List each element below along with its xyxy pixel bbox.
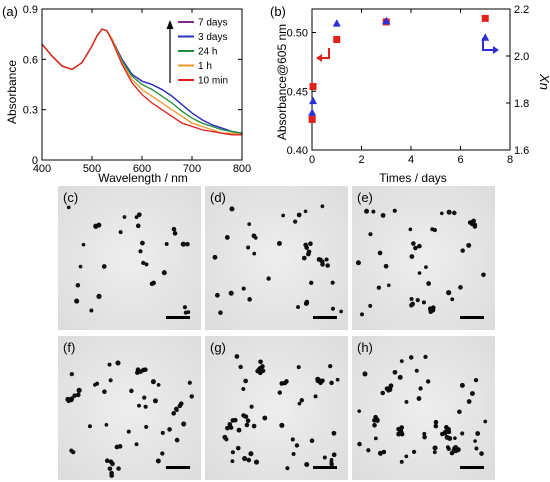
panel-b-x-tick-label: 8 [507,154,513,166]
panel-a-x-tick-label: 600 [133,163,151,175]
panel-b-chart: (b) 0 2 4 6 8 0.40 0.45 0.50 1.6 1.8 2.0 2.2 Times … [270,4,550,185]
panel-a-y-tick-label: 0.6 [23,54,38,66]
nanoparticle-dots [66,205,191,315]
nanoparticle-dots [357,354,488,464]
micrograph-label: (c) [63,190,78,205]
panel-a-series-line-4 [41,28,242,136]
micrograph-background [352,336,495,480]
panel-a-chart: (a) 400 500 600 700 800 0 0.3 0.6 0.9 7 days 3 da… [2,4,251,185]
panel-b-triangle-marker [308,108,317,116]
panel-b-left-axis-arrow [320,48,330,59]
micrograph-panel: (e) [352,186,495,330]
scale-bar [460,466,484,469]
panel-b-x-tick-label: 0 [309,154,315,166]
panel-a-x-axis-label: Wavelength / nm [98,171,188,185]
micrograph-panel: (f) [58,336,201,480]
panel-a-legend-arrowhead [166,20,174,29]
micrograph-panel: (c) [58,186,201,330]
scale-bar [166,466,190,469]
micrograph-label: (f) [63,340,75,355]
micrograph-grid: (c) (d) (e) (f) (g) (h) [58,186,495,480]
panel-a-x-tick-label: 700 [183,163,201,175]
micrograph-background [205,336,348,480]
panel-a-x-tick-label: 400 [33,163,51,175]
panel-b-y2-axis-label: X̄n [537,73,550,90]
micrograph-background [58,186,201,330]
micrograph-panel: (d) [205,186,348,330]
panel-a-x-tick-label: 800 [233,163,251,175]
panel-b-y-axis-label: Absorbance@605 nm [275,24,289,140]
panel-a-legend-label: 1 h [198,61,212,72]
nanoparticle-dots [65,360,194,478]
panel-b-label: (b) [270,4,286,19]
micrograph-background [352,186,495,330]
panel-b-y-tick-label: 0.50 [287,28,308,40]
panel-b-x-tick-label: 6 [457,154,463,166]
panel-a-legend: 7 days 3 days 24 h 1 h 10 min [166,18,228,87]
micrograph-label: (h) [357,340,373,355]
scale-bar [166,316,190,319]
scale-bar [313,466,337,469]
panel-a-y-tick-label: 0 [32,155,38,167]
panel-b-y2-tick-label: 2.0 [514,51,529,63]
panel-b-right-axis-arrowhead [493,46,499,54]
panel-b-x-tick-label: 4 [408,154,414,166]
panel-b-square-marker [308,115,316,123]
micrograph-panel: (h) [352,336,495,480]
panel-b-frame [311,8,511,151]
panel-b-left-axis-arrowhead [316,54,322,62]
nanoparticle-dots [355,208,486,317]
panel-b-y2-tick-label: 2.2 [514,4,529,16]
panel-b-triangle-marker [309,96,318,105]
panel-a-legend-label: 24 h [198,47,217,58]
nanoparticle-dots [212,204,343,316]
panel-b-triangle-marker [382,16,391,25]
panel-b-triangle-marker [332,19,341,27]
micrograph-label: (g) [210,340,226,355]
scale-bar [460,316,484,319]
micrograph-background [205,186,348,330]
panel-b-right-axis-arrow [482,38,494,51]
scale-bar [313,316,337,319]
panel-a-y-tick-label: 0.9 [23,4,38,16]
micrograph-label: (d) [210,190,226,205]
panel-b-x-tick-label: 2 [358,154,364,166]
panel-b-y-tick-label: 0.45 [287,86,308,98]
panel-b-square-marker [333,36,341,44]
panel-b-y2-tick-label: 1.8 [514,98,529,110]
panel-a-y-tick-label: 0.3 [23,105,38,117]
panel-a-legend-label: 10 min [198,76,228,87]
panel-b-y2-tick-label: 1.6 [514,145,529,157]
panel-b-y-tick-label: 0.40 [287,145,308,157]
panel-a-legend-label: 7 days [198,18,227,29]
panel-a-x-tick-label: 500 [83,163,101,175]
panel-b-x-axis-label: Times / days [379,171,447,185]
panel-b-square-marker [309,83,317,91]
panel-b-square-marker [481,14,489,22]
panel-a-legend-label: 3 days [198,32,227,43]
panel-a-y-axis-label: Absorbance [5,60,19,124]
nanoparticle-dots [222,354,340,471]
micrograph-panel: (g) [205,336,348,480]
micrograph-label: (e) [357,190,373,205]
panel-a-label: (a) [2,4,18,19]
